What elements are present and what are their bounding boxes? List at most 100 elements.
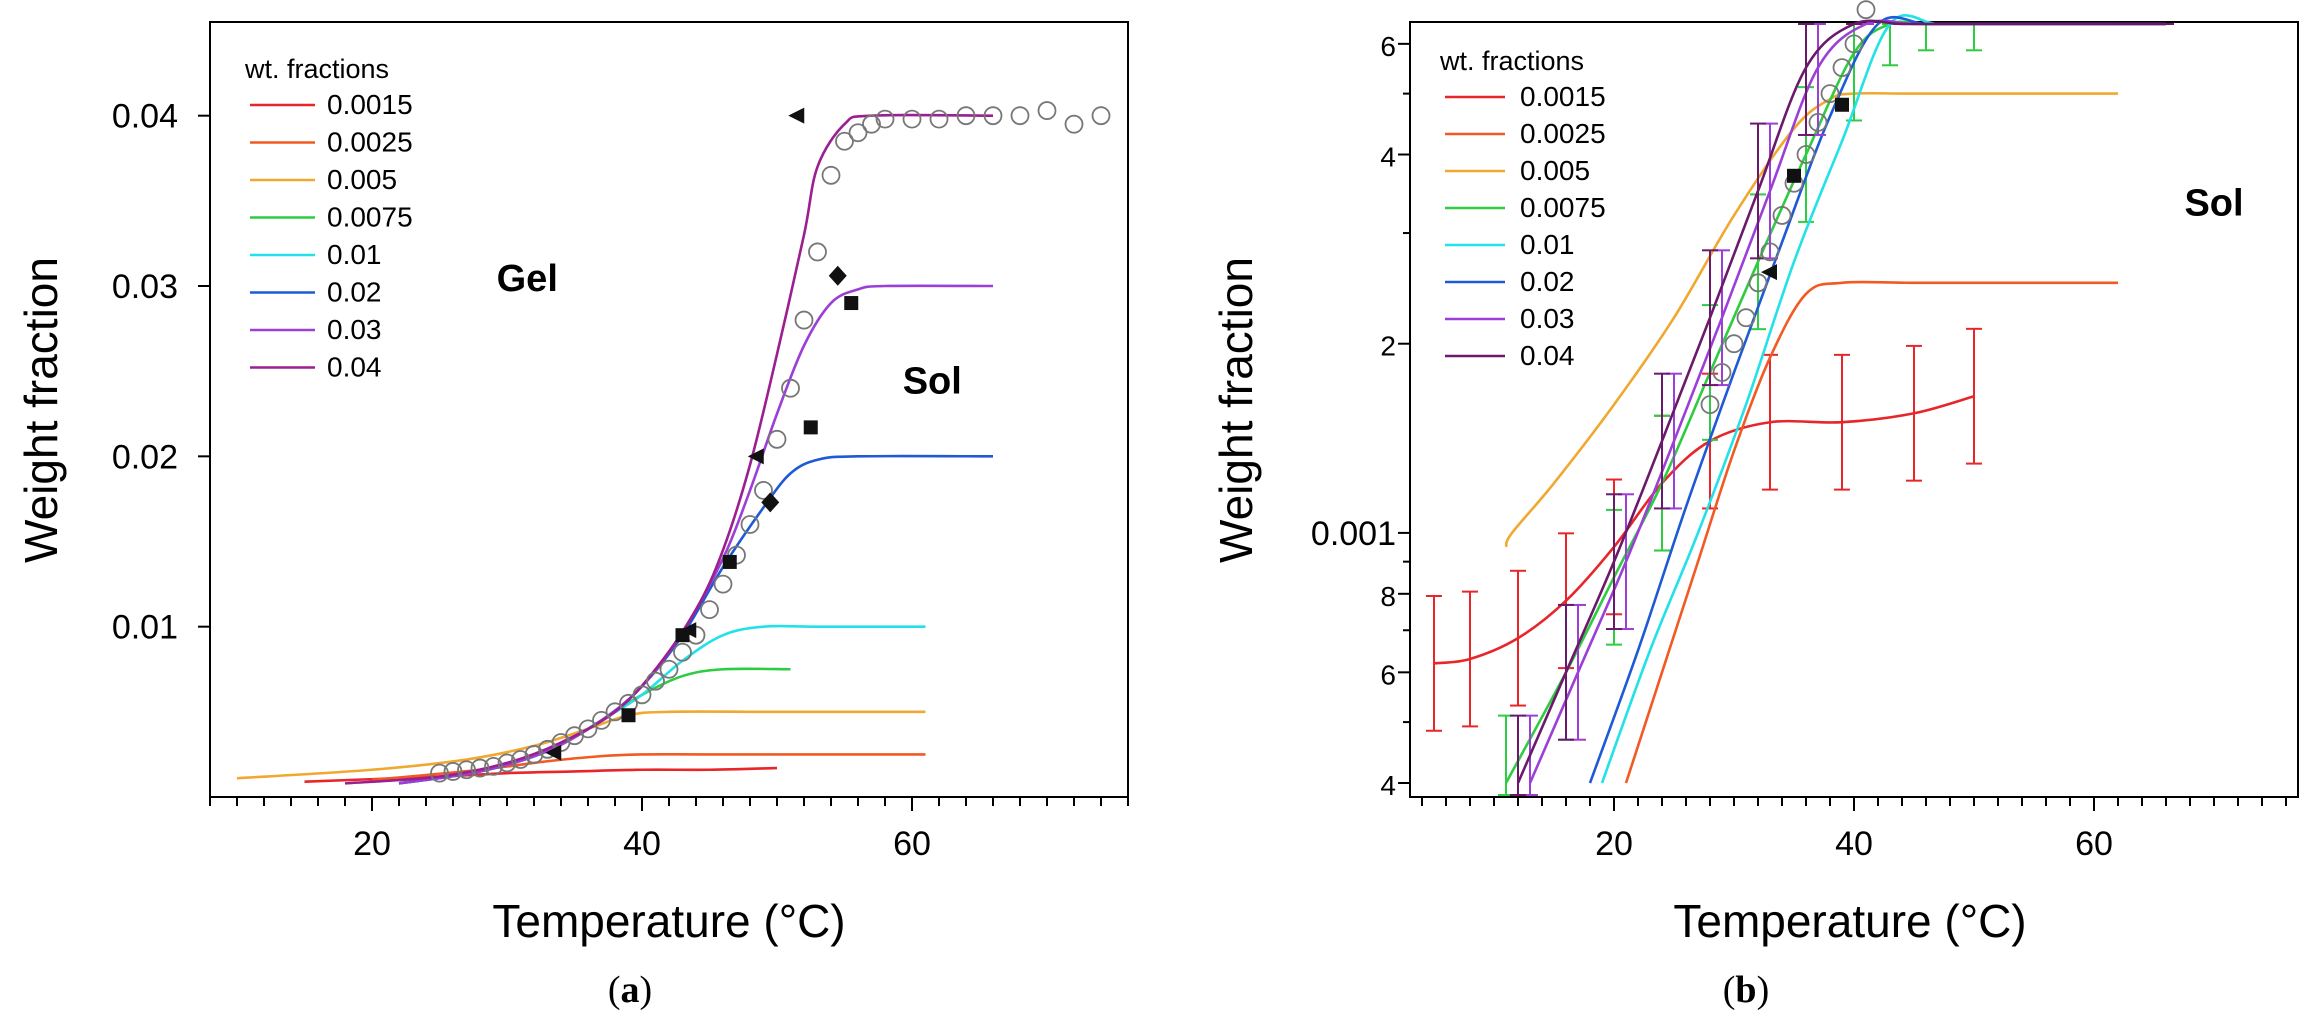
y-tick-label: 0.01 xyxy=(112,609,178,647)
open-circle-marker xyxy=(835,131,854,151)
legend-label-0.01: 0.01 xyxy=(327,239,382,270)
y-tick-label: 0.03 xyxy=(112,268,178,306)
series-line-0.03 xyxy=(398,284,994,785)
y-axis-label: Weight fraction xyxy=(15,257,67,563)
open-circle-marker xyxy=(1772,206,1792,225)
open-circle-marker xyxy=(1808,112,1828,132)
square-marker xyxy=(1835,97,1849,112)
open-circle-marker xyxy=(1037,101,1057,120)
legend-label-0.02: 0.02 xyxy=(327,277,382,308)
open-circle-marker xyxy=(767,429,787,449)
square-marker xyxy=(803,420,818,435)
y-tick-label: 0.04 xyxy=(112,98,178,136)
y-tick-label: 0.001 xyxy=(1311,515,1396,553)
open-circle-marker xyxy=(983,106,1003,126)
triangle-marker xyxy=(747,448,764,465)
x-tick-label: 20 xyxy=(1595,825,1633,863)
legend-label-0.005: 0.005 xyxy=(1520,155,1590,186)
x-tick-label: 60 xyxy=(2075,825,2113,863)
open-circle-marker xyxy=(929,109,949,129)
legend-label-0.0015: 0.0015 xyxy=(1520,81,1606,112)
legend-label-0.0075: 0.0075 xyxy=(327,202,413,233)
open-circle-marker xyxy=(1748,273,1768,293)
triangle-marker xyxy=(545,744,562,761)
y-axis-label: Weight fraction xyxy=(1210,257,1262,563)
y-tick-label: 0.02 xyxy=(112,438,178,476)
triangle-marker xyxy=(1761,264,1777,281)
open-circle-marker xyxy=(659,659,679,679)
open-circle-marker xyxy=(821,165,841,185)
open-circle-marker xyxy=(794,310,814,330)
region-label-gel: Gel xyxy=(497,258,558,300)
open-circle-marker xyxy=(1736,308,1756,328)
open-circle-marker xyxy=(700,600,719,620)
open-circle-marker xyxy=(632,685,652,705)
plot-frame xyxy=(209,21,1129,798)
open-circle-marker xyxy=(443,762,463,781)
open-circle-marker xyxy=(1832,58,1852,77)
open-circle-marker xyxy=(740,515,760,534)
panel-a: 20 40 60 0.01 0.02 0.03 0.04 wt. fractions 0.0… xyxy=(15,21,1129,1011)
series-line-0.0025 xyxy=(1624,280,2118,784)
x-tick-label: 60 xyxy=(893,825,931,863)
legend-title: wt. fractions xyxy=(244,54,389,84)
y-tick-label: 4 xyxy=(1380,142,1396,173)
open-circle-marker xyxy=(430,763,449,783)
open-circle-marker xyxy=(781,378,800,398)
open-circle-marker xyxy=(1820,84,1840,104)
open-circle-marker xyxy=(713,574,733,594)
square-marker xyxy=(844,296,859,311)
open-circle-marker xyxy=(1856,0,1876,20)
open-circle-marker xyxy=(1700,395,1720,415)
region-label-sol: Sol xyxy=(903,360,962,402)
open-circle-marker xyxy=(1724,334,1744,354)
square-marker xyxy=(621,708,636,723)
panel-caption: (b) xyxy=(1723,969,1769,1011)
square-marker xyxy=(1787,168,1801,183)
x-axis-label: Temperature (°C) xyxy=(492,895,845,947)
triangle-marker xyxy=(788,107,805,124)
y-tick-label: 4 xyxy=(1380,770,1396,801)
open-circle-marker xyxy=(524,745,544,764)
open-circle-marker xyxy=(484,756,503,776)
open-circle-marker xyxy=(470,758,490,778)
open-circle-marker xyxy=(457,760,476,780)
legend-label-0.01: 0.01 xyxy=(1520,229,1575,260)
open-circle-marker xyxy=(862,114,881,134)
legend-label-0.04: 0.04 xyxy=(327,352,382,383)
open-circle-marker xyxy=(1064,114,1084,134)
y-tick-label: 6 xyxy=(1380,31,1396,62)
open-circle-marker xyxy=(673,642,692,662)
square-marker xyxy=(722,554,737,569)
y-tick-label: 8 xyxy=(1380,581,1396,612)
series-line-0.04 xyxy=(344,113,994,785)
open-circle-marker xyxy=(1844,34,1864,54)
open-circle-marker xyxy=(592,710,611,730)
legend-label-0.03: 0.03 xyxy=(1520,303,1575,334)
open-circle-marker xyxy=(1796,145,1816,164)
panel-caption: (a) xyxy=(608,969,652,1011)
legend-label-0.0025: 0.0025 xyxy=(327,127,413,158)
open-circle-marker xyxy=(754,481,773,500)
x-tick-label: 40 xyxy=(1835,825,1873,863)
open-circle-marker xyxy=(578,719,598,739)
x-tick-label: 20 xyxy=(353,825,391,863)
triangle-marker xyxy=(680,622,697,639)
open-circle-marker xyxy=(875,109,895,129)
diamond-marker xyxy=(761,492,780,513)
open-circle-marker xyxy=(1091,106,1111,126)
legend-label-0.0015: 0.0015 xyxy=(327,89,413,120)
x-tick-label: 40 xyxy=(623,825,661,863)
open-circle-marker xyxy=(808,242,827,262)
open-circle-marker xyxy=(497,753,517,773)
open-circle-marker xyxy=(1712,363,1732,382)
open-circle-marker xyxy=(902,109,922,129)
legend-label-0.0075: 0.0075 xyxy=(1520,192,1606,223)
open-circle-marker xyxy=(511,750,530,769)
open-circle-marker xyxy=(848,123,868,143)
open-circle-marker xyxy=(956,106,976,126)
legend-title: wt. fractions xyxy=(1439,46,1584,76)
y-tick-label: 2 xyxy=(1380,331,1396,362)
legend-label-0.02: 0.02 xyxy=(1520,266,1575,297)
